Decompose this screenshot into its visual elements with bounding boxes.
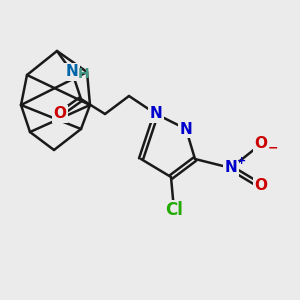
Text: H: H (78, 67, 90, 80)
Text: N: N (180, 122, 192, 136)
Text: O: O (53, 106, 67, 122)
Text: N: N (150, 106, 162, 122)
Text: −: − (268, 142, 278, 155)
Text: Cl: Cl (165, 201, 183, 219)
Text: O: O (254, 178, 268, 194)
Text: +: + (237, 155, 246, 166)
Text: N: N (225, 160, 237, 175)
Text: N: N (66, 64, 78, 80)
Text: O: O (254, 136, 268, 152)
